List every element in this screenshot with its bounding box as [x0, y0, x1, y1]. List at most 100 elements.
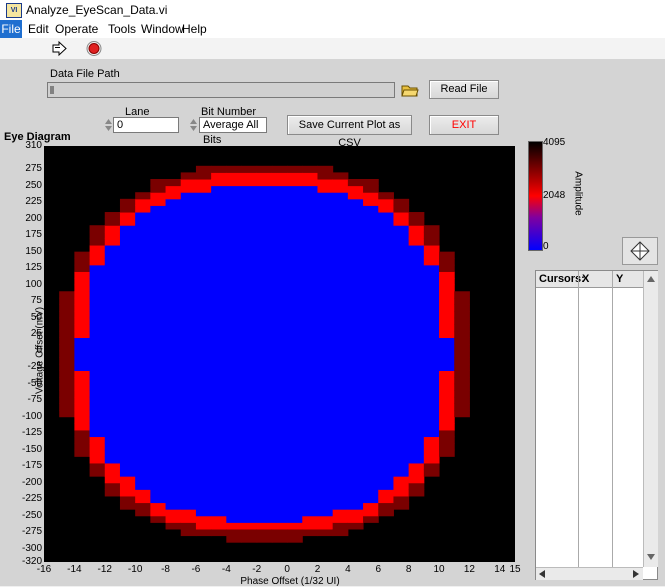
heatmap-cell — [195, 423, 212, 431]
heatmap-cell — [302, 357, 318, 365]
heatmap-cell — [317, 396, 334, 405]
heatmap-cell — [256, 429, 273, 438]
menu-edit[interactable]: Edit — [28, 22, 49, 36]
heatmap-cell — [180, 482, 197, 490]
cursor-x-header: X — [582, 273, 590, 285]
heatmap-cell — [408, 238, 425, 246]
heatmap-cell — [423, 436, 440, 444]
heatmap-cell — [195, 172, 212, 180]
heatmap-cell — [317, 443, 334, 451]
heatmap-cell — [59, 304, 75, 312]
run-arrow-icon[interactable] — [50, 40, 70, 57]
heatmap-cell — [165, 350, 182, 358]
heatmap-cell — [241, 245, 258, 253]
heatmap-cell — [195, 357, 212, 365]
scroll-up-icon[interactable] — [646, 275, 656, 283]
chart-title: Eye Diagram — [4, 131, 71, 143]
heatmap-cell — [135, 278, 151, 286]
heatmap-cell — [211, 231, 227, 239]
heatmap-cell — [332, 330, 349, 338]
bit-number-selector[interactable]: Average All Bits — [199, 117, 267, 146]
lane-stepper-icon[interactable] — [104, 117, 113, 133]
heatmap-cell — [378, 423, 394, 431]
scroll-down-icon[interactable] — [646, 553, 656, 561]
heatmap-cell — [241, 476, 258, 484]
heatmap-cell — [226, 179, 243, 187]
heatmap-cell — [271, 165, 288, 173]
heatmap-cell — [256, 337, 273, 345]
heatmap-cell — [332, 258, 349, 266]
heatmap-cell — [439, 449, 455, 457]
heatmap-cell — [317, 284, 334, 292]
heatmap-cell — [317, 462, 334, 471]
heatmap-cell — [363, 363, 379, 372]
heatmap-cell — [256, 251, 273, 259]
heatmap-cell — [150, 271, 167, 279]
heatmap-cell — [211, 350, 227, 358]
heatmap-cell — [393, 410, 410, 418]
heatmap-cell — [119, 502, 136, 510]
heatmap-cell — [302, 238, 318, 246]
scroll-right-icon[interactable] — [632, 570, 640, 578]
heatmap-cell — [180, 370, 197, 378]
heatmap-cell — [226, 218, 243, 226]
heatmap-cell — [378, 311, 394, 319]
heatmap-cell — [195, 383, 212, 391]
cursor-hscrollbar[interactable] — [536, 567, 643, 580]
heatmap-cell — [104, 429, 121, 438]
menu-tools[interactable]: Tools — [108, 22, 137, 36]
menu-operate[interactable]: Operate — [55, 22, 99, 36]
y-tick-label: 275 — [25, 163, 42, 175]
heatmap-cell — [165, 377, 182, 385]
heatmap-cell — [423, 429, 440, 438]
x-tick-label: -12 — [97, 564, 112, 575]
heatmap-cell — [378, 231, 394, 239]
heatmap-cell — [195, 304, 212, 312]
x-tick-label: 15 — [509, 564, 521, 575]
menu-file[interactable]: File — [0, 20, 22, 38]
heatmap-cell — [226, 403, 243, 411]
heatmap-cell — [393, 396, 410, 405]
heatmap-cell — [104, 443, 121, 451]
heatmap-cell — [363, 357, 379, 365]
heatmap-cell — [347, 390, 364, 398]
heatmap-cell — [180, 251, 197, 259]
data-file-path-input[interactable] — [47, 82, 395, 98]
heatmap-cell — [104, 449, 121, 457]
heatmap-cell — [256, 231, 273, 239]
lane-input[interactable]: 0 — [113, 117, 179, 133]
cursor-legend[interactable]: Cursors: X Y — [535, 270, 658, 580]
eye-heatmap — [59, 165, 470, 543]
abort-stop-icon[interactable] — [84, 40, 104, 57]
heatmap-cell — [119, 410, 136, 418]
heatmap-cell — [271, 218, 288, 226]
read-file-button[interactable]: Read File — [429, 80, 499, 99]
heatmap-cell — [287, 370, 303, 378]
heatmap-cell — [287, 363, 303, 372]
heatmap-cell — [256, 449, 273, 457]
cursor-vscrollbar[interactable] — [643, 271, 658, 567]
heatmap-cell — [104, 416, 121, 424]
heatmap-cell — [180, 390, 197, 398]
heatmap-cell — [363, 410, 379, 418]
heatmap-cell — [211, 311, 227, 319]
heatmap-cell — [89, 251, 106, 259]
eye-diagram-plot[interactable] — [44, 146, 515, 562]
heatmap-cell — [211, 258, 227, 266]
browse-folder-icon[interactable] — [400, 82, 420, 98]
heatmap-cell — [287, 436, 303, 444]
heatmap-cell — [89, 462, 106, 471]
scroll-left-icon[interactable] — [538, 570, 546, 578]
heatmap-cell — [408, 317, 425, 325]
bit-number-stepper-icon[interactable] — [189, 117, 198, 133]
heatmap-cell — [195, 284, 212, 292]
heatmap-cell — [150, 205, 167, 213]
heatmap-cell — [256, 390, 273, 398]
menu-window[interactable]: Window — [141, 22, 184, 36]
graph-palette-icon[interactable] — [622, 237, 658, 265]
exit-button[interactable]: EXIT — [429, 115, 499, 135]
y-tick-label: -175 — [21, 460, 42, 472]
heatmap-cell — [271, 337, 288, 345]
menu-help[interactable]: Help — [182, 22, 207, 36]
save-csv-button[interactable]: Save Current Plot as CSV — [287, 115, 412, 149]
